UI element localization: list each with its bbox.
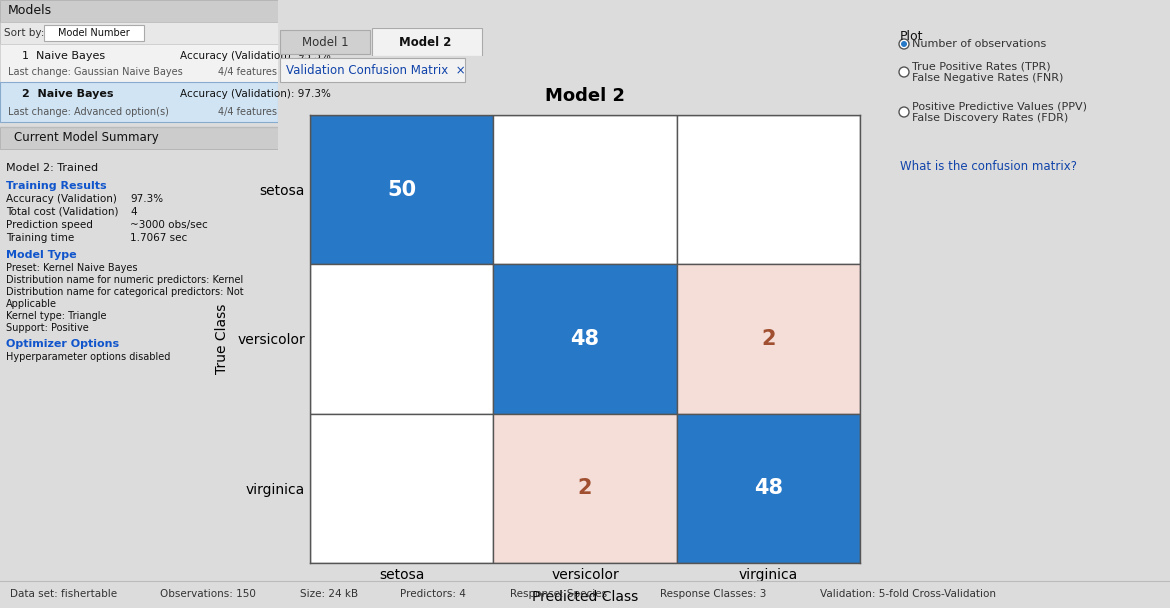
Bar	[310, 264, 494, 413]
Bar	[494, 413, 676, 563]
Text: Response Classes: 3: Response Classes: 3	[660, 589, 766, 599]
Text: Kernel type: Triangle: Kernel type: Triangle	[6, 311, 106, 321]
Text: Last change: Gaussian Naive Bayes: Last change: Gaussian Naive Bayes	[8, 67, 183, 77]
Bar	[494, 115, 676, 264]
Bar	[372, 28, 482, 56]
Circle shape	[899, 107, 909, 117]
Text: Plot: Plot	[900, 30, 923, 43]
Bar	[0, 44, 278, 82]
Text: Hyperparameter options disabled: Hyperparameter options disabled	[6, 352, 171, 362]
Text: Response: Species: Response: Species	[510, 589, 607, 599]
Text: Observations: 150: Observations: 150	[160, 589, 256, 599]
Bar	[0, 127, 278, 149]
Bar	[280, 58, 464, 82]
Text: Model 1: Model 1	[302, 35, 349, 49]
Text: Models: Models	[8, 4, 53, 18]
Bar	[0, 22, 278, 44]
Bar	[280, 30, 370, 54]
Bar	[0, 0, 278, 22]
Text: 2: 2	[578, 478, 592, 499]
Text: 1.7067 sec: 1.7067 sec	[130, 233, 187, 243]
Text: Model 2: Trained: Model 2: Trained	[6, 163, 98, 173]
Text: Data set: fishertable: Data set: fishertable	[11, 589, 117, 599]
Bar	[0, 82, 278, 122]
Text: Model Type: Model Type	[6, 250, 76, 260]
Text: Sort by:: Sort by:	[4, 28, 44, 38]
Text: 1  Naive Bayes: 1 Naive Bayes	[22, 51, 105, 61]
X-axis label: Predicted Class: Predicted Class	[532, 590, 638, 604]
Text: 4: 4	[130, 207, 137, 217]
Text: 2: 2	[760, 329, 776, 349]
Text: 48: 48	[571, 329, 599, 349]
Bar	[494, 264, 676, 413]
Text: 50: 50	[387, 180, 417, 199]
Bar	[310, 413, 494, 563]
Text: 2  Naive Bayes: 2 Naive Bayes	[22, 89, 113, 99]
Text: Optimizer Options: Optimizer Options	[6, 339, 119, 349]
Bar	[310, 115, 860, 563]
Text: Model 2: Model 2	[399, 35, 452, 49]
Text: 48: 48	[753, 478, 783, 499]
Text: Distribution name for numeric predictors: Kernel: Distribution name for numeric predictors…	[6, 275, 243, 285]
Title: Model 2: Model 2	[545, 87, 625, 105]
Text: Current Model Summary: Current Model Summary	[14, 131, 159, 145]
Text: Preset: Kernel Naive Bayes: Preset: Kernel Naive Bayes	[6, 263, 138, 273]
Bar	[676, 115, 860, 264]
Text: Prediction speed: Prediction speed	[6, 220, 92, 230]
Text: Training time: Training time	[6, 233, 74, 243]
Text: ~3000 obs/sec: ~3000 obs/sec	[130, 220, 208, 230]
Text: Positive Predictive Values (PPV)
False Discovery Rates (FDR): Positive Predictive Values (PPV) False D…	[911, 101, 1087, 123]
Text: 97.3%: 97.3%	[130, 194, 163, 204]
Text: Number of observations: Number of observations	[911, 39, 1046, 49]
Text: Validation: 5-fold Cross-Validation: Validation: 5-fold Cross-Validation	[820, 589, 996, 599]
Text: 4/4 features: 4/4 features	[218, 107, 277, 117]
Text: Training Results: Training Results	[6, 181, 106, 191]
Text: 4/4 features: 4/4 features	[218, 67, 277, 77]
Text: Support: Positive: Support: Positive	[6, 323, 89, 333]
Text: Accuracy (Validation): 97.3%: Accuracy (Validation): 97.3%	[180, 89, 331, 99]
Text: Applicable: Applicable	[6, 299, 57, 309]
Bar	[676, 264, 860, 413]
Text: Model Number: Model Number	[58, 28, 130, 38]
Text: Predictors: 4: Predictors: 4	[400, 589, 466, 599]
Y-axis label: True Class: True Class	[215, 304, 229, 374]
Circle shape	[899, 67, 909, 77]
Circle shape	[901, 41, 907, 47]
Text: Total cost (Validation): Total cost (Validation)	[6, 207, 118, 217]
Text: Last change: Advanced option(s): Last change: Advanced option(s)	[8, 107, 168, 117]
Bar	[676, 413, 860, 563]
Bar	[310, 115, 494, 264]
Text: Accuracy (Validation): Accuracy (Validation)	[6, 194, 117, 204]
Text: Size: 24 kB: Size: 24 kB	[300, 589, 358, 599]
Text: Accuracy (Validation): 95.3%: Accuracy (Validation): 95.3%	[180, 51, 331, 61]
Text: True Positive Rates (TPR)
False Negative Rates (FNR): True Positive Rates (TPR) False Negative…	[911, 61, 1064, 83]
Bar	[44, 25, 144, 41]
Text: Validation Confusion Matrix  ×: Validation Confusion Matrix ×	[285, 63, 466, 77]
Circle shape	[899, 39, 909, 49]
Text: What is the confusion matrix?: What is the confusion matrix?	[900, 160, 1078, 173]
Text: Distribution name for categorical predictors: Not: Distribution name for categorical predic…	[6, 287, 243, 297]
